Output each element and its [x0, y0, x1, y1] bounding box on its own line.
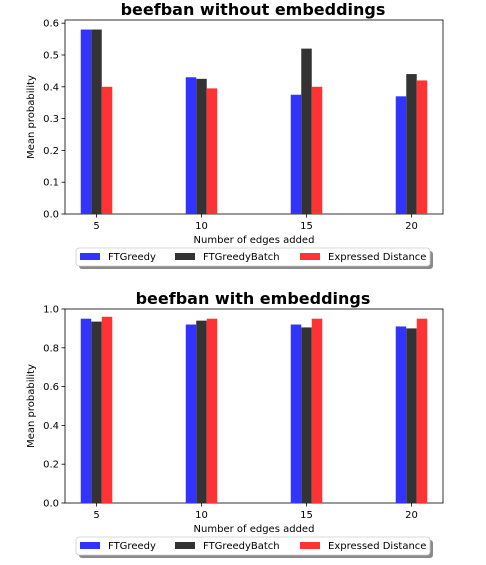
bar-ftgreedy-10	[185, 324, 197, 503]
x-tick-label: 5	[93, 221, 99, 232]
x-tick-label: 20	[405, 221, 418, 232]
bar-ftgreedybatch-15	[301, 48, 312, 215]
chart-1-ylabel: Mean probability	[26, 75, 37, 159]
chart-1-legend-swatch-ftgreedy	[80, 253, 100, 260]
chart-2-bars	[80, 316, 428, 503]
y-tick-label: 0.2	[43, 460, 59, 471]
chart-1-title: beefban without embeddings	[121, 0, 386, 19]
bar-expressed-distance-20	[416, 80, 428, 215]
chart-2-x-ticks: 5 10 15 20	[93, 503, 418, 521]
bar-ftgreedybatch-20	[406, 328, 417, 503]
chart-1-xlabel: Number of edges added	[194, 235, 315, 246]
x-tick-label: 5	[93, 510, 99, 521]
y-tick-label: 0.1	[43, 178, 59, 189]
chart-2-legend: FTGreedy FTGreedyBatch Expressed Distanc…	[75, 536, 433, 558]
chart-1: beefban without embeddings 0.00.10.20.30…	[26, 0, 444, 269]
bar-expressed-distance-5	[101, 316, 113, 503]
bar-expressed-distance-20	[416, 318, 428, 503]
chart-1-plot-area	[64, 19, 444, 215]
chart-2-xlabel: Number of edges added	[194, 524, 315, 535]
bar-ftgreedybatch-20	[406, 74, 417, 214]
bar-ftgreedybatch-5	[91, 29, 102, 214]
y-tick-label: 0.3	[43, 114, 59, 125]
chart-1-legend-box	[75, 247, 431, 267]
chart-2-legend-swatch-ftgreedybatch	[175, 542, 195, 549]
chart-2-legend-swatch-ftgreedy	[80, 542, 100, 549]
bar-expressed-distance-15	[311, 86, 323, 214]
bar-ftgreedy-10	[185, 77, 197, 214]
x-tick-label: 10	[195, 221, 208, 232]
chart-1-y-ticks: 0.0 0.1 0.2 0.3 0.4 0.5 0.6	[43, 19, 65, 221]
bar-ftgreedybatch-5	[91, 321, 102, 503]
bar-expressed-distance-10	[206, 318, 218, 503]
bar-ftgreedy-5	[80, 29, 92, 214]
y-tick-label: 1.0	[43, 305, 59, 316]
bar-ftgreedybatch-10	[196, 320, 207, 503]
chart-2: beefban with embeddings 0.0 0.2 0.4 0.6 0.8 1…	[26, 289, 444, 558]
chart-1-x-ticks: 5 10 15 20	[93, 214, 418, 232]
bar-ftgreedy-15	[290, 324, 302, 503]
y-tick-label: 0.8	[43, 343, 59, 354]
y-tick-label: 0.6	[43, 382, 59, 393]
y-tick-label: 0.0	[43, 499, 59, 510]
bar-ftgreedy-20	[395, 326, 407, 503]
chart-2-legend-label-ftgreedy: FTGreedy	[108, 541, 156, 552]
x-tick-label: 15	[300, 510, 313, 521]
y-tick-label: 0.4	[43, 421, 59, 432]
chart-2-y-ticks: 0.0 0.2 0.4 0.6 0.8 1.0	[43, 305, 65, 510]
chart-1-legend-label-ftgreedybatch: FTGreedyBatch	[203, 252, 280, 263]
bar-expressed-distance-10	[206, 88, 218, 214]
y-tick-label: 0.4	[43, 82, 59, 93]
y-tick-label: 0.5	[43, 50, 59, 61]
bar-expressed-distance-15	[311, 318, 323, 503]
chart-1-legend-label-expressed-distance: Expressed Distance	[328, 252, 426, 263]
bar-ftgreedy-5	[80, 318, 92, 503]
x-tick-label: 10	[195, 510, 208, 521]
bar-ftgreedy-20	[395, 96, 407, 214]
chart-1-legend: FTGreedy FTGreedyBatch Expressed Distanc…	[75, 247, 433, 269]
y-tick-label: 0.2	[43, 146, 59, 157]
chart-2-plot-area	[64, 308, 444, 504]
chart-1-legend-swatch-expressed-distance	[300, 253, 320, 260]
bar-ftgreedy-15	[290, 94, 302, 214]
x-tick-label: 15	[300, 221, 313, 232]
chart-2-legend-swatch-expressed-distance	[300, 542, 320, 549]
chart-2-title: beefban with embeddings	[136, 289, 371, 308]
chart-1-legend-label-ftgreedy: FTGreedy	[108, 252, 156, 263]
chart-2-ylabel: Mean probability	[26, 364, 37, 448]
chart-1-bars	[80, 29, 428, 215]
x-tick-label: 20	[405, 510, 418, 521]
y-tick-label: 0.6	[43, 19, 59, 30]
chart-2-legend-box	[75, 536, 431, 556]
chart-2-legend-label-ftgreedybatch: FTGreedyBatch	[203, 541, 280, 552]
bar-expressed-distance-5	[101, 86, 113, 214]
bar-ftgreedybatch-10	[196, 78, 207, 214]
bar-ftgreedybatch-15	[301, 327, 312, 503]
chart-2-legend-label-expressed-distance: Expressed Distance	[328, 541, 426, 552]
y-tick-label: 0.0	[43, 210, 59, 221]
chart-1-legend-swatch-ftgreedybatch	[175, 253, 195, 260]
